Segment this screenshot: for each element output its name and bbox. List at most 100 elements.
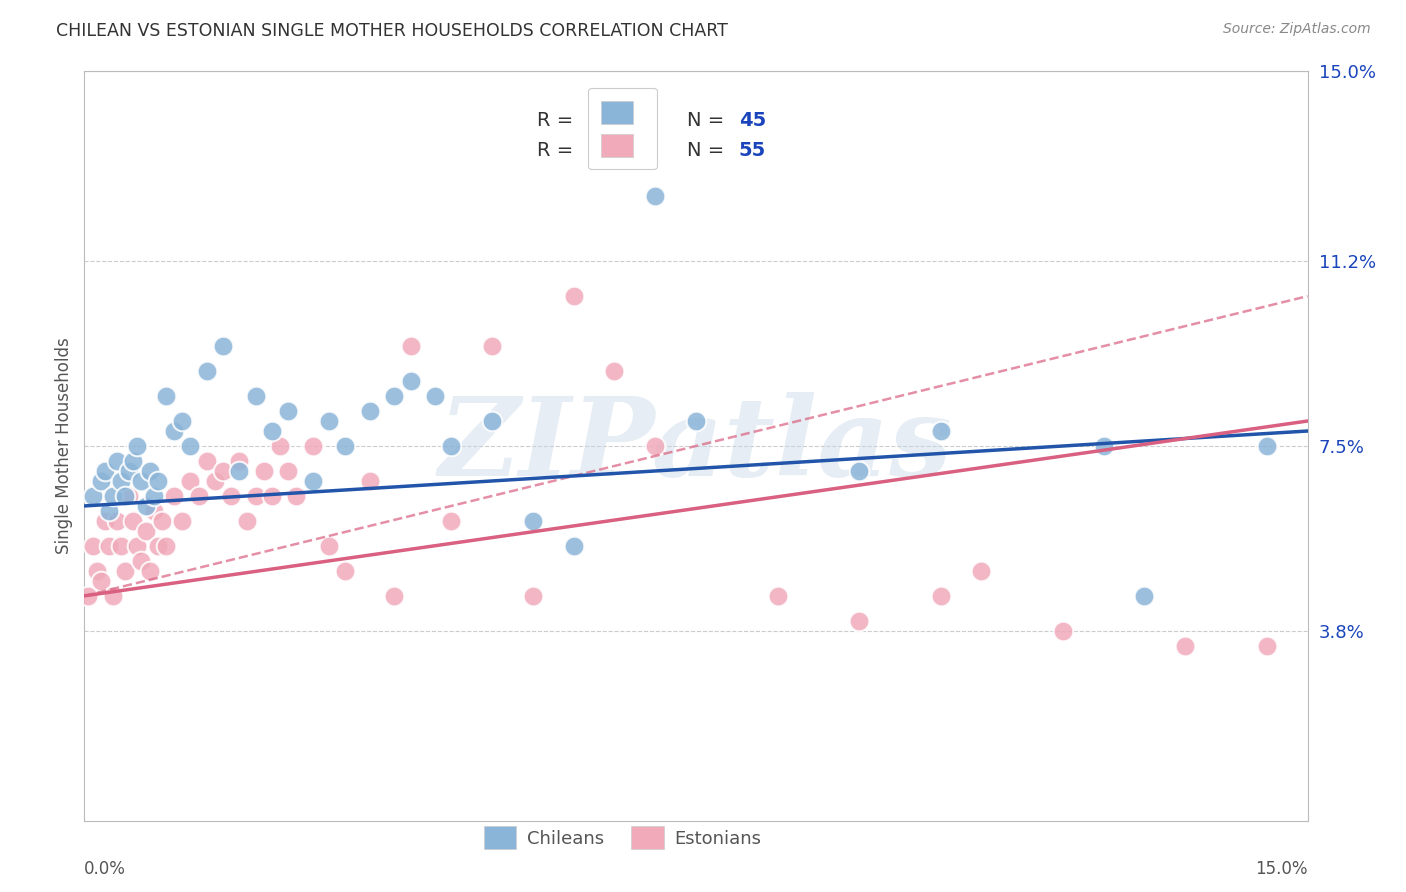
Point	[245, 389, 267, 403]
Point	[101, 589, 124, 603]
Point	[399, 374, 422, 388]
Point	[135, 524, 157, 538]
Point	[522, 514, 544, 528]
Point	[1256, 639, 1278, 653]
Text: N =: N =	[688, 141, 731, 160]
Point	[97, 539, 120, 553]
Point	[163, 489, 186, 503]
Point	[848, 614, 870, 628]
Point	[195, 364, 218, 378]
Point	[1133, 589, 1156, 603]
Point	[155, 539, 177, 553]
Y-axis label: Single Mother Households: Single Mother Households	[55, 338, 73, 554]
Point	[212, 464, 235, 478]
Point	[269, 439, 291, 453]
Point	[138, 464, 160, 478]
Point	[187, 489, 209, 503]
Point	[179, 474, 201, 488]
Point	[146, 539, 169, 553]
Point	[122, 454, 145, 468]
Point	[163, 424, 186, 438]
Point	[150, 514, 173, 528]
Point	[118, 464, 141, 478]
Point	[110, 474, 132, 488]
Text: 0.0%: 0.0%	[84, 860, 127, 878]
Point	[440, 514, 463, 528]
Point	[204, 474, 226, 488]
Point	[236, 514, 259, 528]
Point	[1174, 639, 1197, 653]
Point	[929, 589, 952, 603]
Point	[359, 404, 381, 418]
Point	[245, 489, 267, 503]
Point	[93, 464, 115, 478]
Point	[114, 489, 136, 503]
Point	[382, 589, 405, 603]
Point	[440, 439, 463, 453]
Point	[135, 499, 157, 513]
Point	[93, 514, 115, 528]
Point	[399, 339, 422, 353]
Point	[138, 564, 160, 578]
Text: 0.125: 0.125	[589, 111, 651, 129]
Text: 15.0%: 15.0%	[1256, 860, 1308, 878]
Point	[146, 474, 169, 488]
Legend: Chileans, Estonians: Chileans, Estonians	[477, 819, 769, 856]
Point	[685, 414, 707, 428]
Point	[118, 489, 141, 503]
Point	[277, 464, 299, 478]
Point	[1052, 624, 1074, 638]
Point	[90, 474, 112, 488]
Point	[970, 564, 993, 578]
Point	[1256, 439, 1278, 453]
Text: R =: R =	[537, 111, 579, 129]
Point	[77, 589, 100, 603]
Point	[301, 439, 323, 453]
Point	[644, 189, 666, 203]
Point	[105, 514, 128, 528]
Point	[127, 539, 149, 553]
Point	[127, 439, 149, 453]
Point	[481, 339, 503, 353]
Point	[142, 489, 165, 503]
Point	[522, 589, 544, 603]
Point	[142, 504, 165, 518]
Point	[335, 564, 357, 578]
Point	[285, 489, 308, 503]
Point	[562, 539, 585, 553]
Point	[318, 414, 340, 428]
Point	[97, 504, 120, 518]
Point	[848, 464, 870, 478]
Point	[114, 564, 136, 578]
Point	[1092, 439, 1115, 453]
Text: R =: R =	[537, 141, 579, 160]
Point	[929, 424, 952, 438]
Point	[110, 539, 132, 553]
Point	[219, 489, 242, 503]
Point	[562, 289, 585, 303]
Point	[195, 454, 218, 468]
Text: N =: N =	[688, 111, 731, 129]
Point	[260, 424, 283, 438]
Point	[359, 474, 381, 488]
Point	[122, 514, 145, 528]
Point	[172, 414, 194, 428]
Text: 45: 45	[738, 111, 766, 129]
Point	[766, 589, 789, 603]
Point	[382, 389, 405, 403]
Point	[90, 574, 112, 588]
Point	[105, 454, 128, 468]
Text: 0.263: 0.263	[589, 141, 651, 160]
Text: 55: 55	[738, 141, 766, 160]
Point	[179, 439, 201, 453]
Point	[82, 539, 104, 553]
Point	[301, 474, 323, 488]
Point	[277, 404, 299, 418]
Point	[172, 514, 194, 528]
Point	[131, 554, 153, 568]
Point	[644, 439, 666, 453]
Point	[131, 474, 153, 488]
Text: CHILEAN VS ESTONIAN SINGLE MOTHER HOUSEHOLDS CORRELATION CHART: CHILEAN VS ESTONIAN SINGLE MOTHER HOUSEH…	[56, 22, 728, 40]
Point	[228, 464, 250, 478]
Point	[155, 389, 177, 403]
